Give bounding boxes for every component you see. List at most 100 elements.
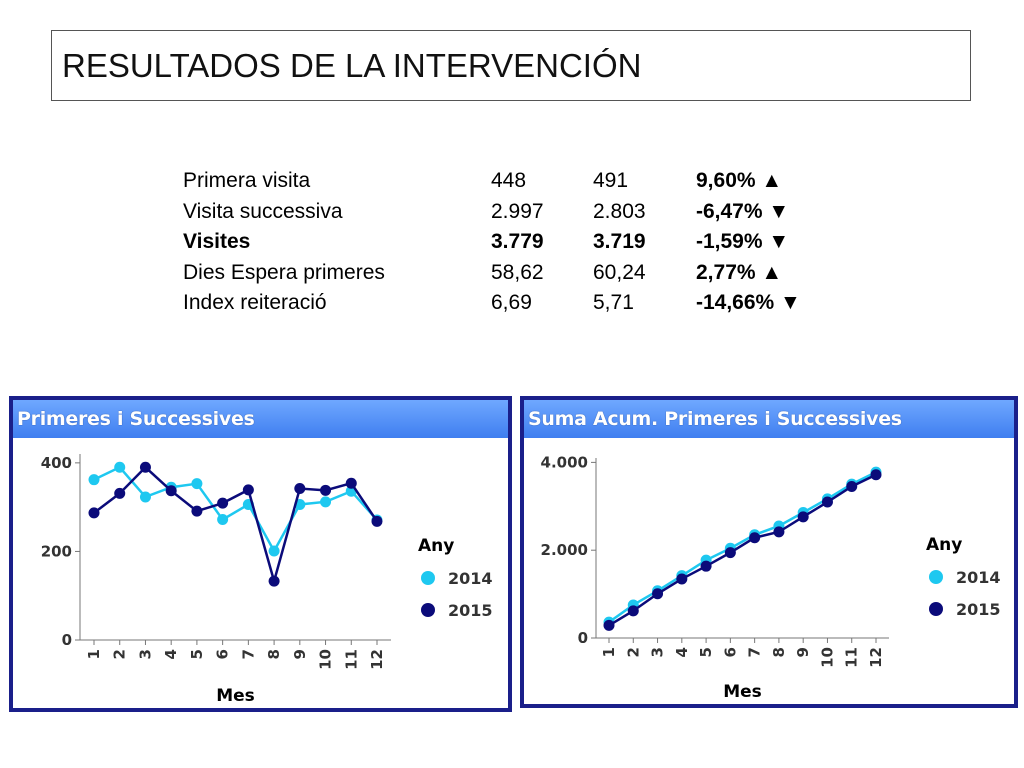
x-tick-label: 3 bbox=[136, 649, 154, 659]
data-point-2015 bbox=[797, 511, 809, 523]
y-tick-label: 4.000 bbox=[541, 453, 588, 471]
data-point-2015 bbox=[371, 515, 383, 527]
value-2015: 3.719 bbox=[593, 230, 646, 253]
value-2015: 491 bbox=[593, 169, 629, 192]
data-point-2015 bbox=[320, 484, 332, 496]
y-tick-label: 0 bbox=[62, 631, 72, 649]
change-value: 2,77% ▲ bbox=[696, 260, 783, 284]
y-tick-label: 0 bbox=[578, 629, 588, 647]
y-tick-label: 200 bbox=[41, 542, 72, 560]
chart-title: Primeres i Successives bbox=[13, 400, 508, 438]
value-2014: 2.997 bbox=[491, 199, 544, 223]
data-point-2015 bbox=[652, 588, 664, 600]
x-tick-label: 4 bbox=[162, 649, 180, 659]
data-point-2015 bbox=[627, 605, 639, 617]
legend-title: Any bbox=[926, 535, 962, 555]
row-label: Dies Espera primeres bbox=[183, 260, 385, 284]
x-axis-label: Mes bbox=[216, 686, 255, 706]
table-row: Dies Espera primeres 58,62 60,24 2,77% ▲ bbox=[183, 258, 801, 289]
chart-title: Suma Acum. Primeres i Successives bbox=[524, 400, 1014, 438]
data-point-2014 bbox=[88, 474, 100, 486]
row-label: Visites bbox=[183, 230, 251, 253]
x-tick-label: 6 bbox=[214, 649, 232, 659]
x-tick-label: 10 bbox=[317, 649, 335, 670]
data-point-2015 bbox=[139, 461, 151, 473]
value-2014: 448 bbox=[491, 169, 527, 192]
legend-label-2014: 2014 bbox=[448, 569, 493, 588]
data-point-2015 bbox=[294, 483, 306, 495]
legend-marker-2014 bbox=[421, 571, 435, 585]
data-point-2015 bbox=[345, 477, 357, 489]
x-tick-label: 7 bbox=[239, 649, 257, 659]
data-point-2015 bbox=[724, 547, 736, 559]
table-row: Primera visita 448 491 9,60% ▲ bbox=[183, 166, 801, 197]
value-2014: 3.779 bbox=[491, 230, 544, 253]
data-point-2015 bbox=[268, 575, 280, 587]
chart-panel-suma-acum: Suma Acum. Primeres i Successives 0 2.000… bbox=[520, 396, 1018, 708]
x-tick-label: 11 bbox=[342, 649, 360, 670]
legend-marker-2015 bbox=[421, 603, 435, 617]
change-value: -6,47% ▼ bbox=[696, 199, 790, 223]
x-tick-label: 6 bbox=[721, 647, 739, 657]
table-row: Visita successiva 2.997 2.803 -6,47% ▼ bbox=[183, 197, 801, 228]
series-line-2014 bbox=[93, 465, 378, 554]
x-tick-label: 10 bbox=[818, 647, 836, 668]
value-2015: 2.803 bbox=[593, 199, 646, 223]
results-table: Primera visita 448 491 9,60% ▲ Visita succes… bbox=[183, 166, 801, 319]
data-point-2015 bbox=[191, 505, 203, 517]
legend-marker-2015 bbox=[929, 602, 943, 616]
data-point-2015 bbox=[603, 619, 615, 631]
data-point-2015 bbox=[217, 497, 229, 509]
data-point-2015 bbox=[114, 487, 126, 499]
chart-panel-primeres: Primeres i Successives 0 200 400 1 2 3 4 5 6 7 8 9 1… bbox=[9, 396, 512, 712]
data-point-2015 bbox=[88, 507, 100, 519]
table-row: Index reiteració 6,69 5,71 -14,66% ▼ bbox=[183, 288, 801, 319]
x-tick-label: 5 bbox=[697, 647, 715, 657]
data-point-2014 bbox=[320, 496, 332, 508]
slide-title: RESULTADOS DE LA INTERVENCIÓN bbox=[51, 30, 971, 101]
x-tick-label: 4 bbox=[673, 647, 691, 657]
row-label: Primera visita bbox=[183, 169, 311, 192]
x-tick-label: 12 bbox=[867, 647, 885, 668]
x-tick-label: 9 bbox=[291, 649, 309, 659]
x-tick-label: 12 bbox=[368, 649, 386, 670]
data-point-2014 bbox=[217, 514, 229, 526]
data-point-2014 bbox=[139, 491, 151, 503]
legend-marker-2014 bbox=[929, 570, 943, 584]
x-tick-label: 8 bbox=[770, 647, 788, 657]
value-2015: 5,71 bbox=[593, 291, 634, 314]
data-point-2015 bbox=[846, 480, 858, 492]
data-point-2015 bbox=[870, 469, 882, 481]
data-point-2015 bbox=[773, 526, 785, 538]
series-line-2015 bbox=[608, 473, 877, 627]
y-tick-label: 400 bbox=[41, 454, 72, 472]
row-label: Visita successiva bbox=[183, 199, 343, 223]
x-tick-label: 2 bbox=[624, 647, 642, 657]
change-value: 9,60% ▲ bbox=[696, 169, 783, 192]
x-tick-label: 7 bbox=[746, 647, 764, 657]
legend-label-2015: 2015 bbox=[956, 600, 1001, 619]
x-tick-label: 9 bbox=[794, 647, 812, 657]
value-2015: 60,24 bbox=[593, 260, 646, 284]
value-2014: 58,62 bbox=[491, 260, 544, 284]
data-point-2015 bbox=[242, 484, 254, 496]
data-point-2014 bbox=[114, 461, 126, 473]
series-line-2015 bbox=[93, 465, 379, 586]
x-tick-label: 8 bbox=[265, 649, 283, 659]
data-point-2015 bbox=[700, 560, 712, 572]
x-tick-label: 3 bbox=[649, 647, 667, 657]
x-tick-label: 1 bbox=[600, 647, 618, 657]
x-tick-label: 2 bbox=[111, 649, 129, 659]
row-label: Index reiteració bbox=[183, 291, 327, 314]
legend-label-2014: 2014 bbox=[956, 568, 1001, 587]
change-value: -1,59% ▼ bbox=[696, 230, 790, 253]
x-tick-label: 11 bbox=[843, 647, 861, 668]
data-point-2015 bbox=[749, 532, 761, 544]
legend-title: Any bbox=[418, 536, 454, 556]
y-tick-label: 2.000 bbox=[541, 541, 588, 559]
data-point-2015 bbox=[165, 485, 177, 497]
data-point-2015 bbox=[676, 573, 688, 585]
data-point-2014 bbox=[191, 478, 203, 490]
